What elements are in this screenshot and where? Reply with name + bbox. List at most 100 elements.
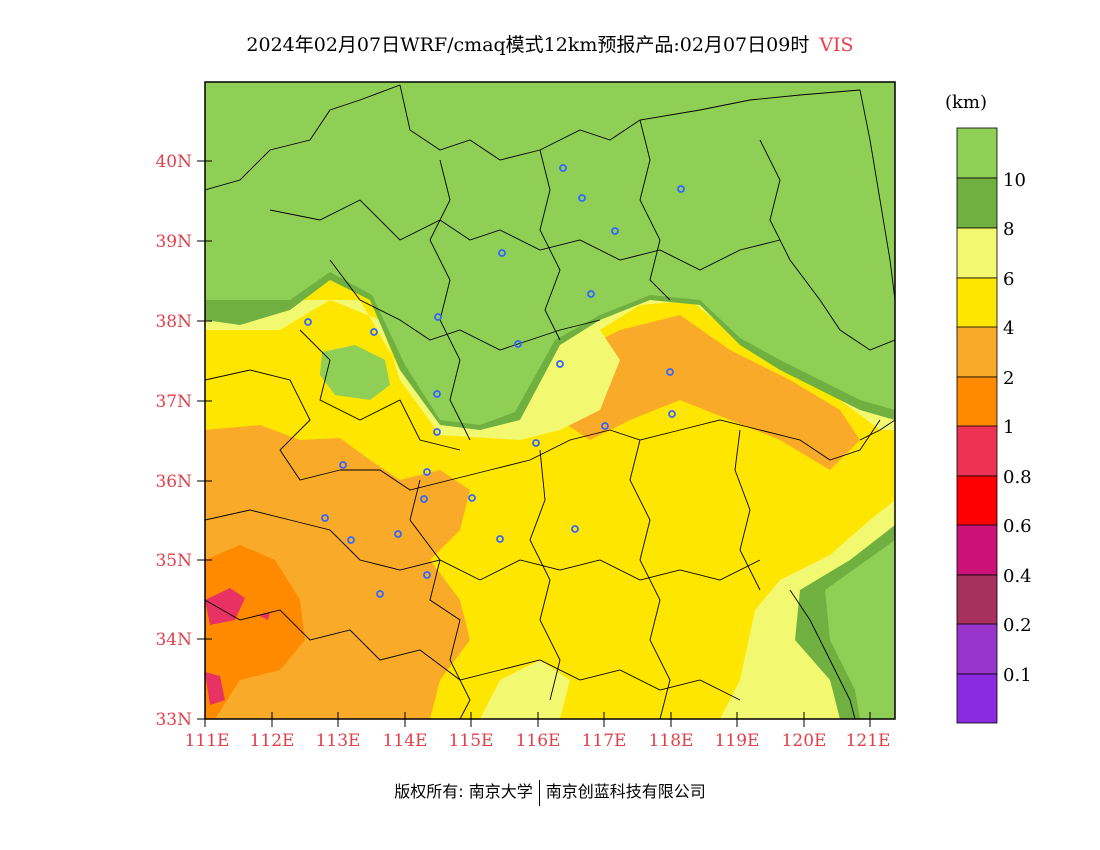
lon-ticks — [204, 712, 871, 727]
copyright-footer: 版权所有: 南京大学 南京创蓝科技有限公司 — [0, 778, 1100, 806]
city-marker — [423, 571, 431, 579]
city-marker — [677, 185, 685, 193]
city-marker — [433, 390, 441, 398]
lat-label: 39N — [155, 232, 192, 252]
colorbar-swatch — [956, 623, 998, 675]
colorbar-swatch — [956, 376, 998, 428]
vis-region-yellow-light-s — [480, 660, 570, 719]
border-line — [859, 89, 895, 301]
colorbar-unit: (km) — [945, 92, 987, 113]
city-marker — [601, 422, 609, 430]
lat-labels: 40N 39N 38N 37N 36N 35N 34N 33N — [155, 152, 192, 730]
city-marker — [611, 227, 619, 235]
lat-label: 34N — [155, 630, 192, 650]
city-marker — [394, 530, 402, 538]
colorbar-labels: 10 8 6 4 2 1 0.8 0.6 0.4 0.2 0.1 — [1003, 170, 1032, 686]
border-line — [340, 429, 611, 491]
city-marker — [420, 495, 428, 503]
city-marker — [433, 428, 441, 436]
colorbar-swatch — [956, 673, 998, 724]
title-variable: VIS — [819, 34, 854, 56]
colorbar-label: 8 — [1003, 219, 1014, 240]
colorbar-swatch — [956, 574, 998, 626]
city-marker — [668, 410, 676, 418]
city-marker — [556, 360, 564, 368]
colorbar-swatch — [956, 326, 998, 378]
vis-region-magenta — [205, 588, 270, 705]
colorbar-swatch — [956, 475, 998, 527]
colorbar-label: 1 — [1003, 417, 1014, 438]
vis-region-orange-light-2 — [560, 315, 860, 470]
lon-label: 112E — [250, 731, 295, 751]
border-line — [859, 419, 895, 441]
colorbar-swatch — [956, 177, 998, 229]
lat-label: 36N — [155, 472, 192, 492]
city-marker — [587, 290, 595, 298]
colorbar-label: 0.2 — [1003, 615, 1032, 636]
lon-label: 118E — [649, 731, 694, 751]
city-marker — [559, 164, 567, 172]
border-line — [429, 159, 471, 441]
border-line — [629, 439, 671, 719]
colorbar-swatch — [956, 425, 998, 477]
border-line — [789, 589, 856, 719]
colorbar-swatch — [956, 524, 998, 576]
border-line — [299, 329, 461, 451]
city-marker — [578, 194, 586, 202]
footer-left: 版权所有: 南京大学 — [394, 782, 533, 801]
colorbar-label: 6 — [1003, 269, 1014, 290]
colorbar-label: 4 — [1003, 318, 1014, 339]
border-line — [759, 139, 895, 351]
lon-label: 117E — [582, 731, 627, 751]
lon-labels: 111E 112E 113E 114E 115E 116E 117E 118E … — [185, 731, 891, 751]
lon-label: 115E — [449, 731, 494, 751]
colorbar-label: 0.1 — [1003, 665, 1032, 686]
colorbar-swatch — [956, 227, 998, 279]
border-line — [539, 149, 561, 341]
border-line — [205, 369, 341, 481]
city-marker — [347, 536, 355, 544]
city-marker — [532, 439, 540, 447]
lat-label: 35N — [155, 551, 192, 571]
lat-label: 38N — [155, 312, 192, 332]
city-marker — [339, 461, 347, 469]
border-line — [609, 419, 881, 461]
lon-label: 114E — [383, 731, 428, 751]
vis-region-green-se-light — [825, 540, 895, 719]
colorbar-swatch — [956, 277, 998, 329]
vis-region-green-light — [205, 82, 895, 425]
vis-region-green-island — [320, 345, 390, 400]
city-marker — [321, 514, 329, 522]
footer-right: 南京创蓝科技有限公司 — [545, 782, 706, 801]
admin-borders — [205, 84, 895, 719]
border-line — [529, 449, 561, 701]
lat-label: 33N — [155, 710, 192, 730]
colorbar-label: 10 — [1003, 170, 1026, 191]
footer-separator — [538, 779, 540, 806]
border-line — [399, 84, 861, 161]
lon-label: 119E — [715, 731, 760, 751]
city-marker — [498, 249, 506, 257]
city-marker — [496, 535, 504, 543]
border-line — [269, 199, 781, 271]
border-line — [734, 429, 761, 591]
city-marker — [468, 494, 476, 502]
city-marker — [434, 313, 442, 321]
colorbar-label: 0.4 — [1003, 566, 1032, 587]
city-marker — [304, 318, 312, 326]
lon-label: 113E — [316, 731, 361, 751]
border-line — [205, 84, 401, 191]
city-marker — [370, 328, 378, 336]
border-line — [499, 659, 741, 701]
colorbar — [956, 127, 998, 724]
lon-label: 116E — [516, 731, 561, 751]
city-marker — [571, 525, 579, 533]
border-line — [409, 479, 471, 719]
border-line — [205, 599, 501, 681]
border-line — [329, 259, 601, 351]
colorbar-label: 0.8 — [1003, 467, 1032, 488]
city-marker — [376, 590, 384, 598]
map-title: 2024年02月07日WRF/cmaq模式12km预报产品:02月07日09时 V… — [0, 30, 1100, 57]
colorbar-label: 0.6 — [1003, 516, 1032, 537]
